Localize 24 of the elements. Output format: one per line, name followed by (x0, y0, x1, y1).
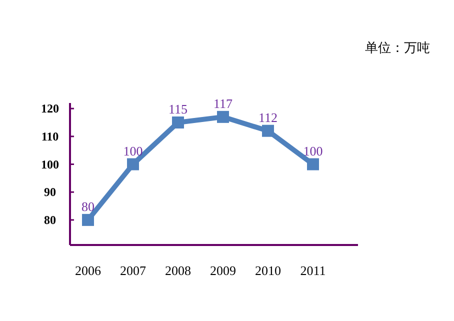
y-tick-label: 100 (41, 157, 59, 172)
x-tick-label: 2008 (165, 263, 191, 278)
y-tick-label: 120 (41, 102, 59, 116)
point (172, 116, 184, 128)
x-tick-label: 2011 (300, 263, 326, 278)
point (127, 158, 139, 170)
y-tick-label: 80 (44, 212, 56, 227)
data-label: 117 (213, 96, 233, 111)
data-label: 100 (123, 143, 143, 158)
y-tick-label: 110 (41, 129, 59, 144)
y-tick-label: 90 (44, 185, 56, 200)
point (82, 214, 94, 226)
text: 单位：万吨 (365, 41, 430, 56)
point (217, 110, 229, 123)
data-label: 112 (258, 110, 278, 125)
data-label: 100 (303, 143, 323, 158)
data-label: 80 (82, 198, 94, 214)
data-label: 115 (168, 101, 188, 116)
x-tick-label: 2007 (120, 263, 146, 278)
x-tick-label: 2009 (210, 263, 236, 278)
point (262, 124, 274, 137)
x-tick-label: 2006 (75, 263, 102, 278)
x-tick-label: 2010 (255, 263, 281, 278)
point (307, 158, 319, 170)
